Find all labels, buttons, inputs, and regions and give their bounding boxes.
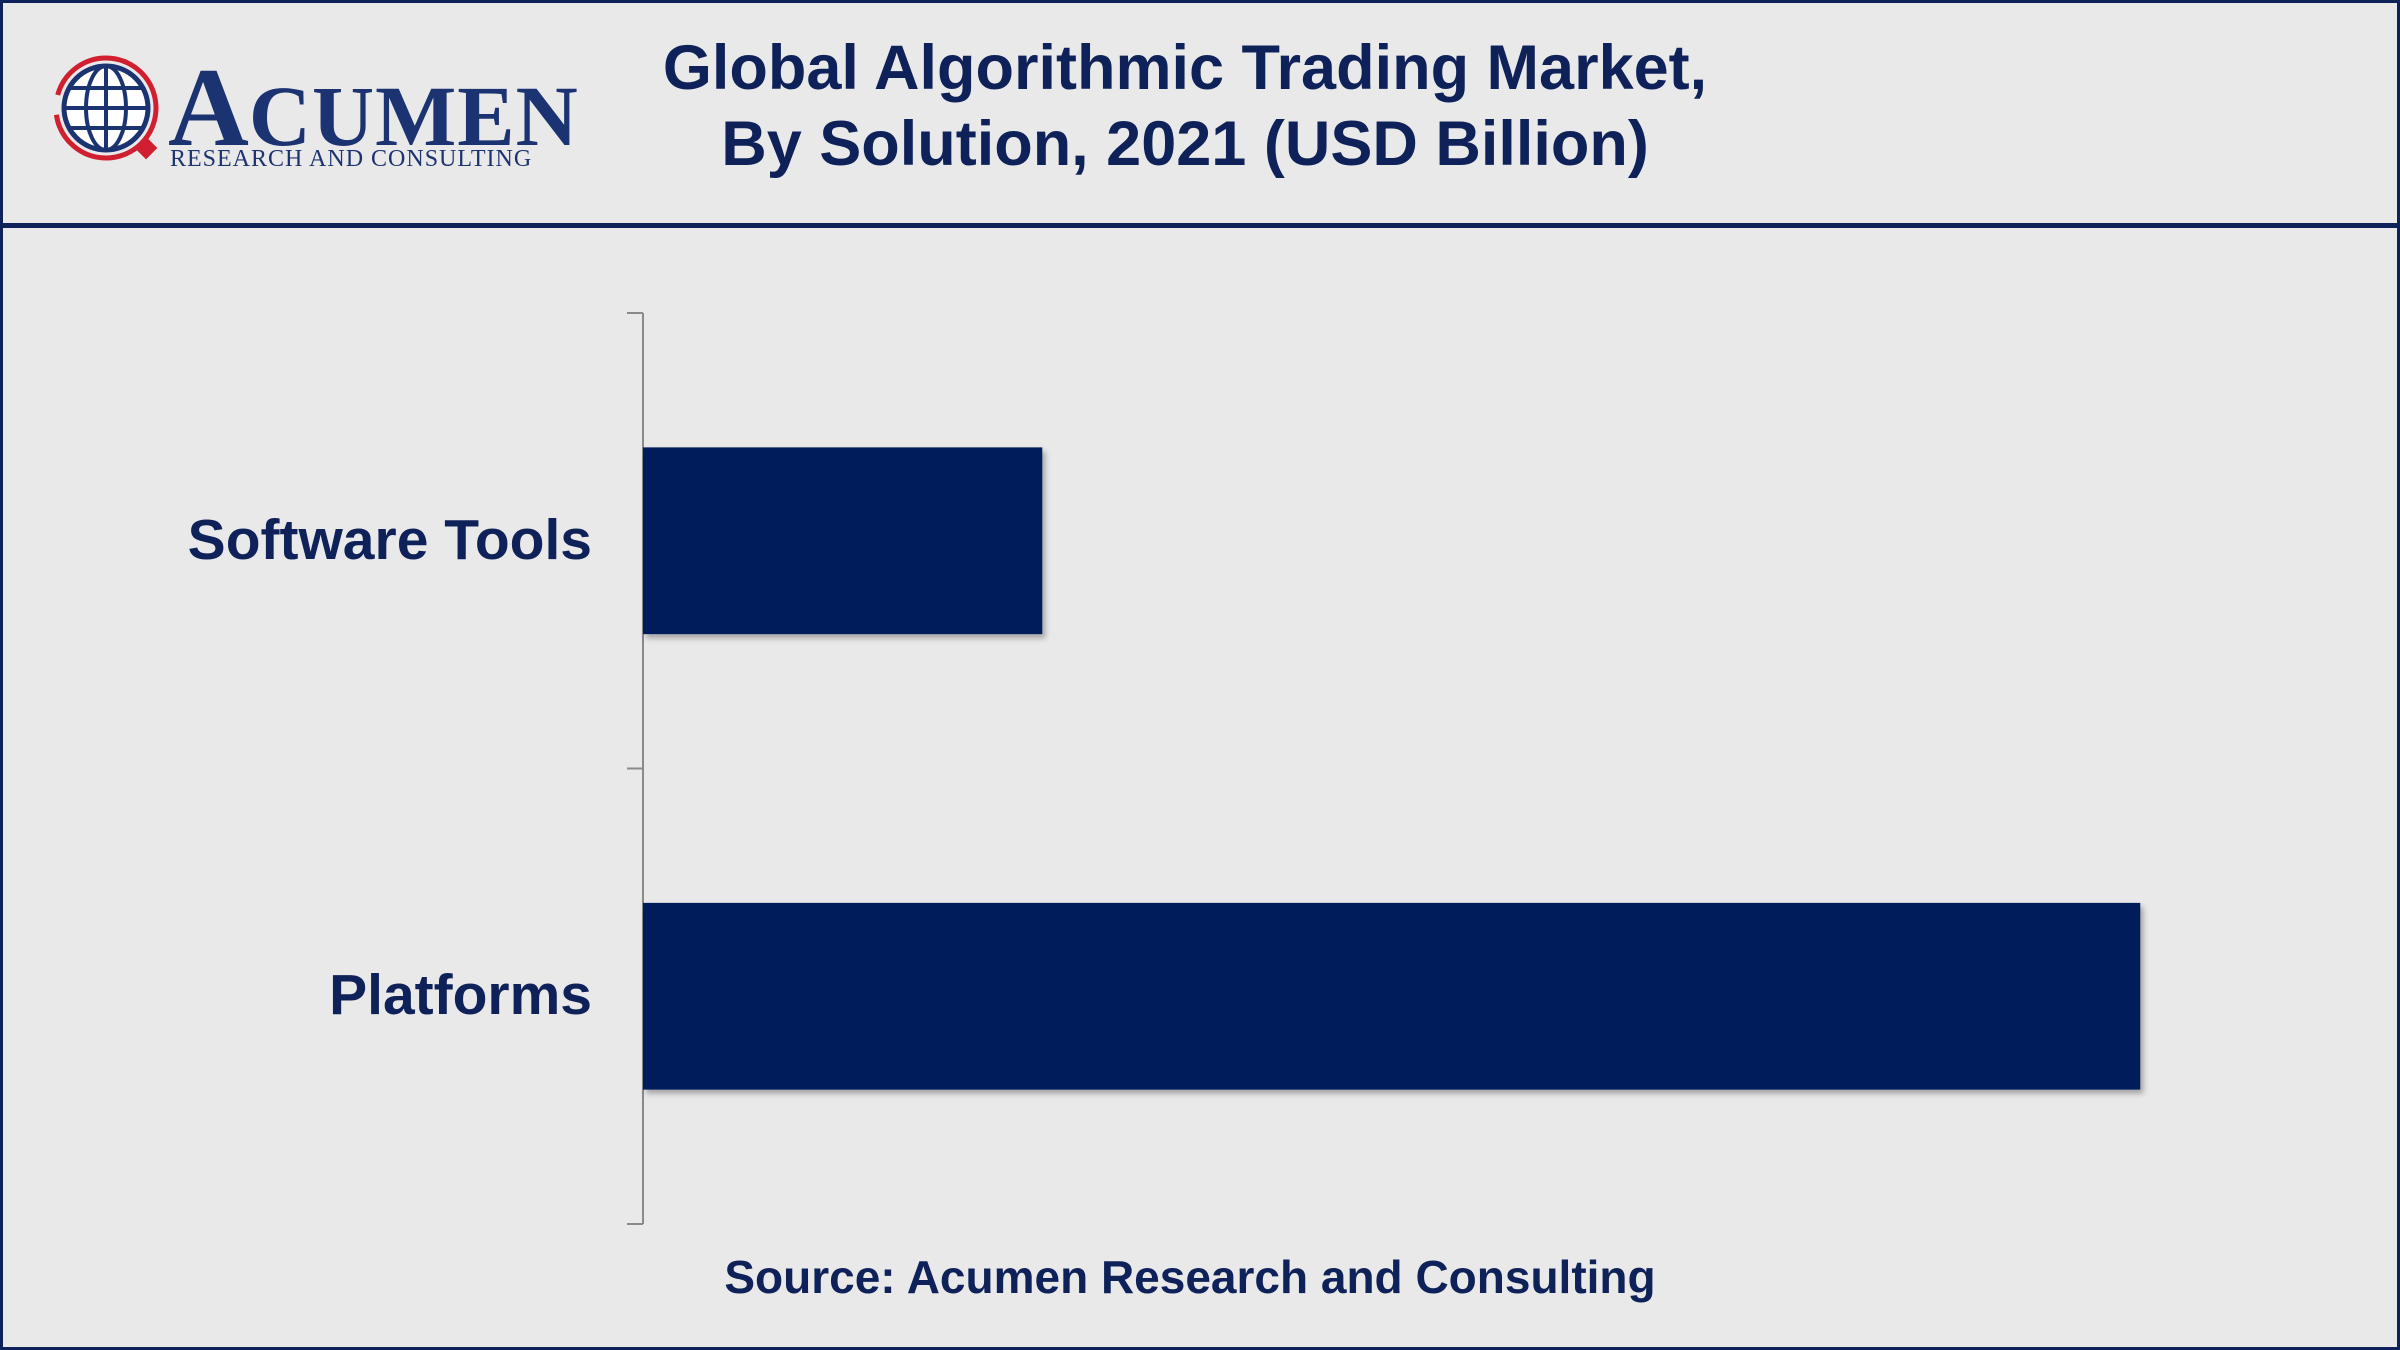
category-label: Platforms xyxy=(329,963,592,1028)
logo-tagline: RESEARCH AND CONSULTING xyxy=(170,146,533,172)
category-label: Software Tools xyxy=(187,507,592,572)
bar-software-tools xyxy=(643,447,1043,635)
source-note: Source: Acumen Research and Consulting xyxy=(724,1251,1656,1303)
chart-title: Global Algorithmic Trading Market, By So… xyxy=(560,30,1810,182)
logo-initial: A xyxy=(168,46,249,170)
title-line-2: By Solution, 2021 (USD Billion) xyxy=(721,109,1649,179)
title-line-1: Global Algorithmic Trading Market, xyxy=(662,33,1708,103)
header-divider xyxy=(0,223,2400,228)
logo-rest: CUMEN xyxy=(248,68,579,164)
logo-wordmark: ACUMEN xyxy=(168,52,579,164)
bar-platforms xyxy=(643,902,2141,1090)
globe-icon xyxy=(53,55,159,161)
acumen-logo: ACUMEN RESEARCH AND CONSULTING xyxy=(48,50,578,180)
